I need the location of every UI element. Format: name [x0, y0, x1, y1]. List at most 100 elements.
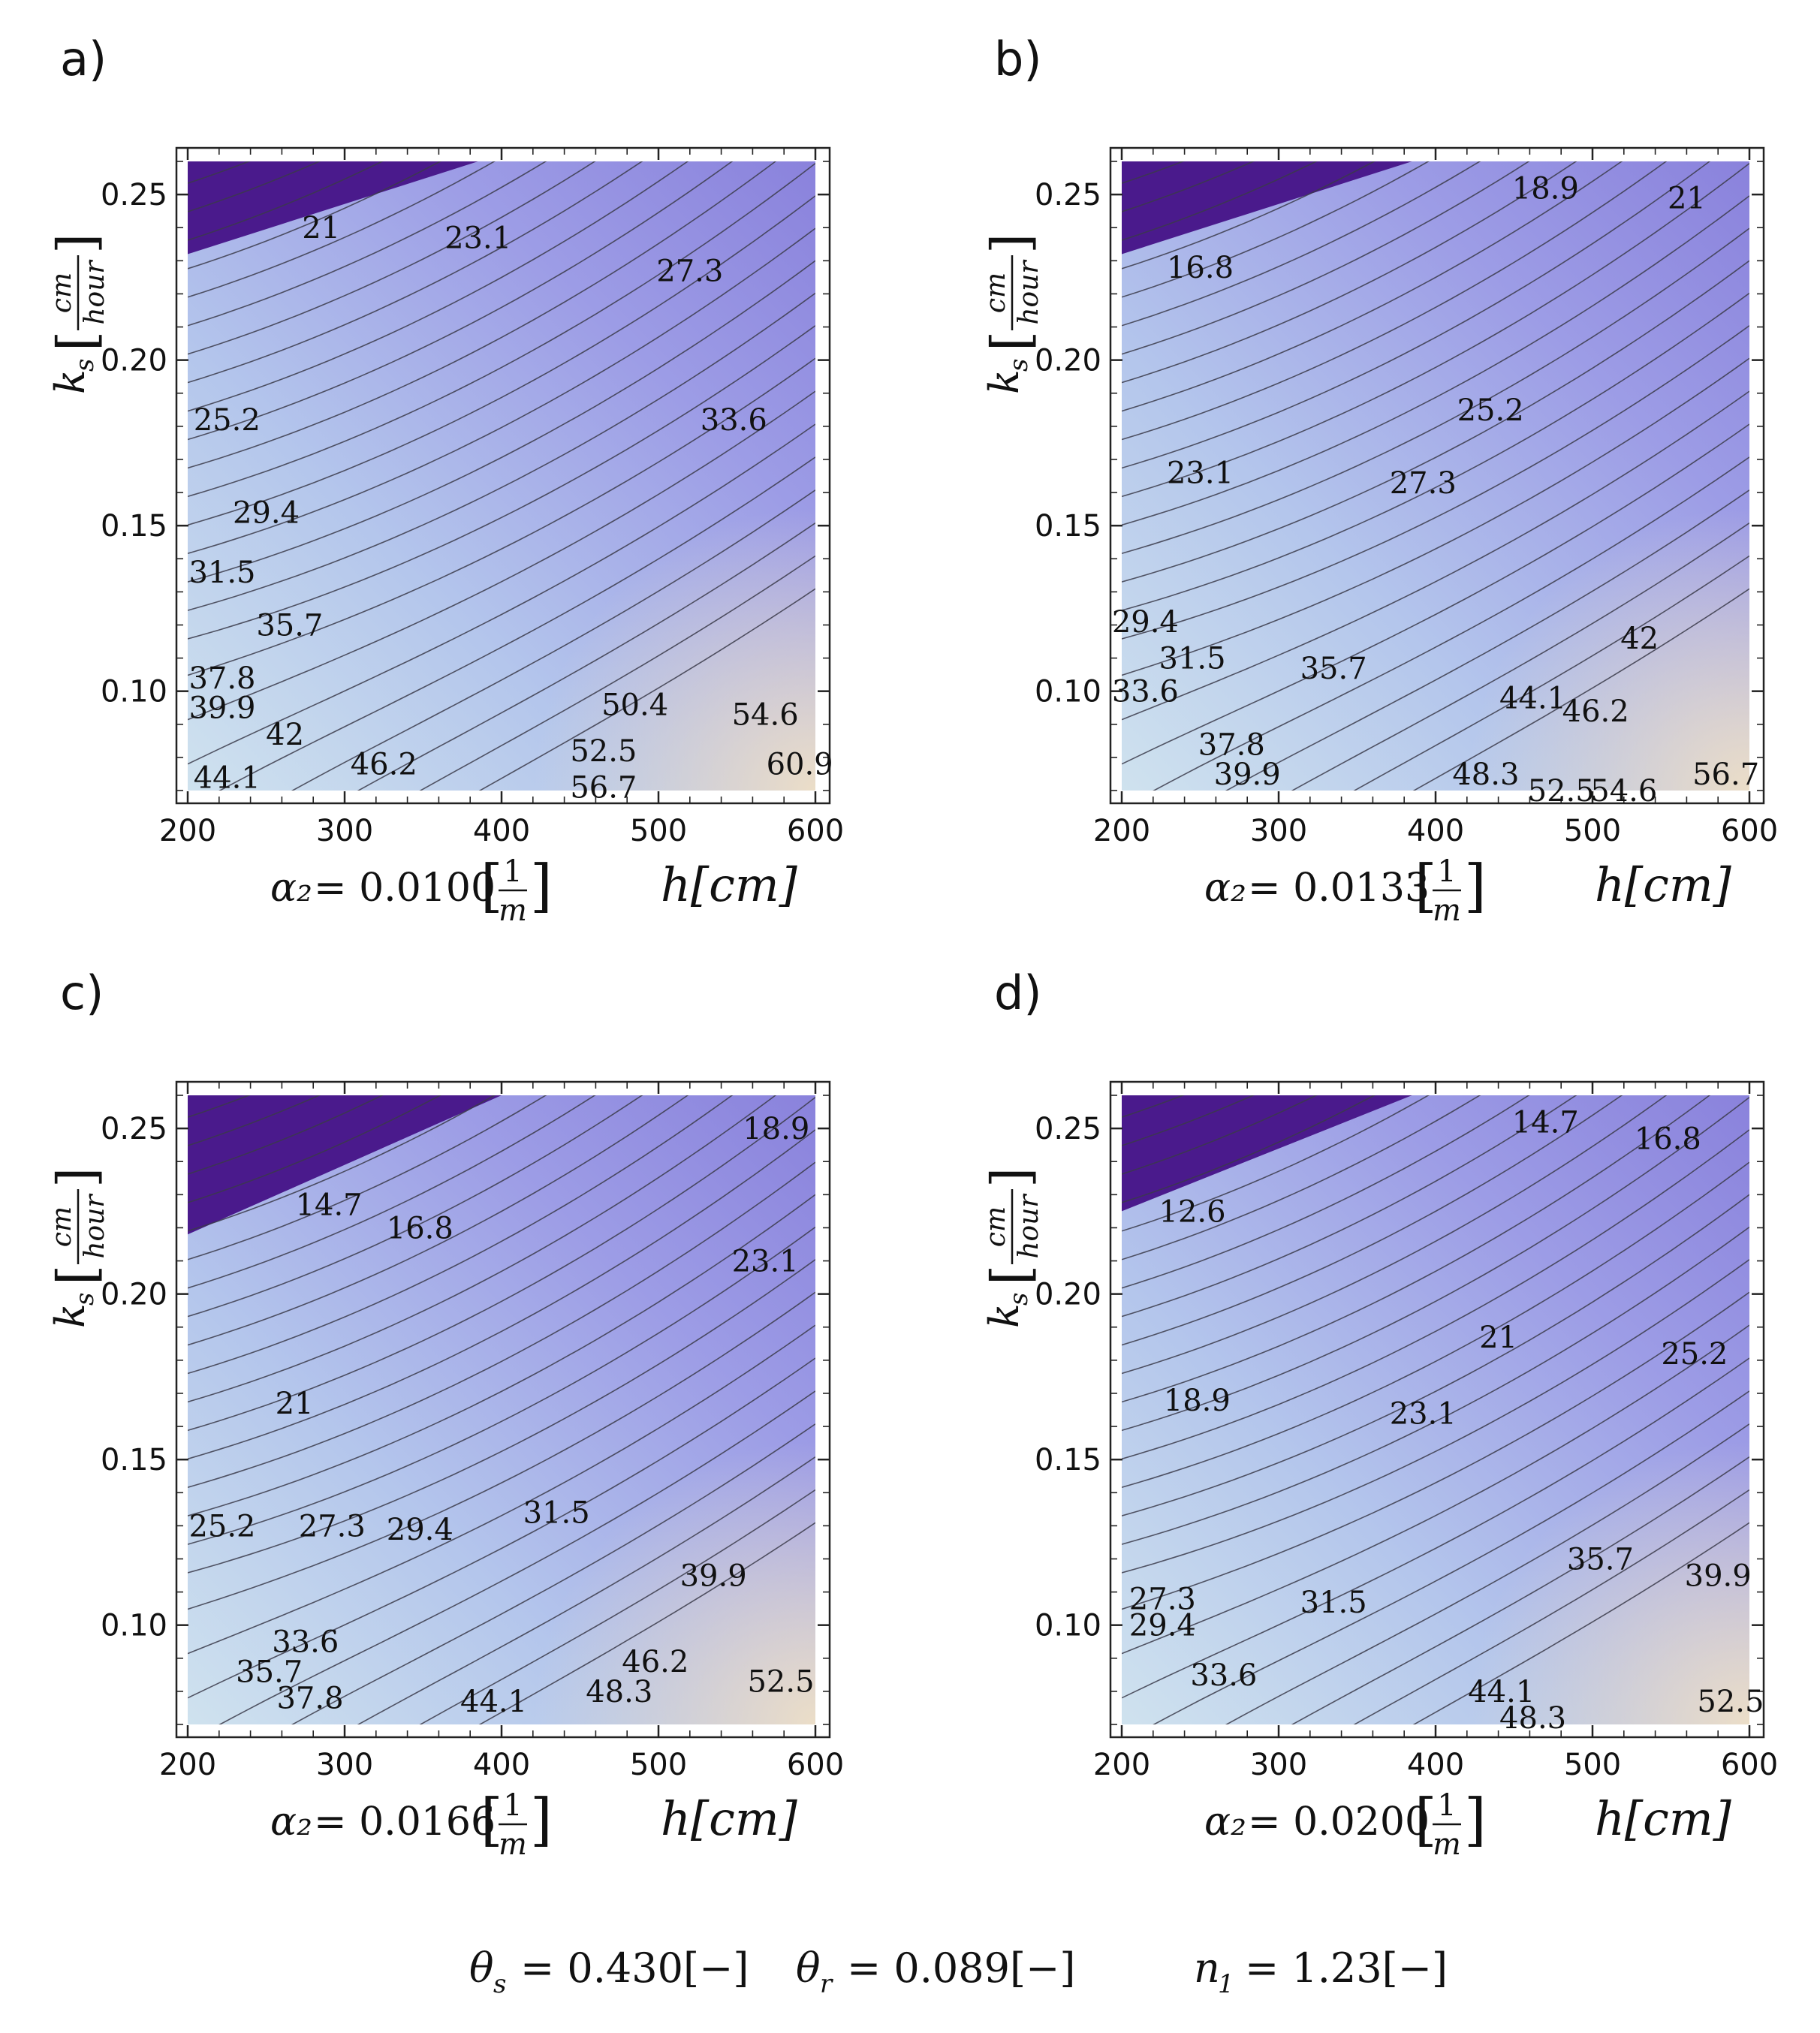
- contour-field: [188, 1095, 815, 1724]
- x-tick-label: 300: [316, 1748, 373, 1782]
- y-axis-bracket: ]: [46, 1167, 107, 1188]
- plot-frame: [175, 1080, 831, 1739]
- y-tick-label: 0.20: [1035, 1278, 1101, 1312]
- alpha-parameter-value: = 0.0200: [1248, 1800, 1430, 1845]
- x-axis-label: h[cm]: [1595, 857, 1732, 912]
- contour-line: [188, 1291, 815, 1610]
- contour-level-label: 27.3: [299, 1509, 366, 1544]
- y-axis-unit-numerator: cm: [981, 273, 1011, 313]
- contour-level-label: 35.7: [256, 608, 323, 643]
- y-axis-symbol: k: [47, 369, 94, 394]
- x-tick-label: 500: [1564, 814, 1621, 848]
- y-axis-bracket: ]: [980, 233, 1041, 254]
- contour-line: [188, 1095, 321, 1146]
- theta-s-subscript: s: [493, 1969, 506, 1999]
- contour-line: [188, 161, 321, 212]
- contour-line: [1122, 0, 1749, 155]
- alpha-parameter-symbol: α₂: [1204, 866, 1246, 911]
- contour-line: [1122, 161, 1376, 270]
- contour-line: [1122, 161, 1668, 441]
- theta-r-subscript: r: [820, 1969, 833, 1999]
- contour-level-label: 27.3: [1129, 1582, 1196, 1616]
- theta-s-symbol: θ: [469, 1944, 494, 1992]
- x-tick-label: 500: [630, 1748, 687, 1782]
- contour-level-label: 29.4: [233, 496, 300, 531]
- contour-level-label: 21: [1668, 182, 1706, 216]
- contour-level-label: 23.1: [1390, 1396, 1457, 1431]
- contour-line: [1122, 1095, 1376, 1203]
- x-tick-label: 500: [630, 814, 687, 848]
- contour-line: [188, 423, 815, 765]
- contour-level-label: 31.5: [188, 556, 255, 590]
- contour-line: [188, 161, 734, 441]
- contour-line: [1122, 1095, 1255, 1146]
- contour-level-label: 56.7: [570, 771, 637, 806]
- warm-region: [188, 1095, 815, 1724]
- alpha-unit-numerator: 1: [1437, 854, 1456, 889]
- y-axis-subscript: s: [1004, 1293, 1034, 1306]
- contour-line: [188, 161, 496, 298]
- contour-line: [188, 1324, 815, 1655]
- contour-line: [1122, 1095, 1668, 1375]
- contour-line: [1122, 1324, 1749, 1655]
- contour-line: [419, 1489, 815, 1724]
- alpha-parameter-symbol: α₂: [270, 1800, 312, 1845]
- panel-c: c) 200 300 400 500 600 0.25 0.20 0.15 0.10 18.9 14.…: [46, 965, 844, 1862]
- contour-line: [188, 1095, 441, 1203]
- contour-line: [1122, 357, 1749, 676]
- plot-frame: [1109, 146, 1765, 805]
- contour-level-label: 25.2: [1661, 1337, 1728, 1372]
- x-tick-label: 200: [1093, 1748, 1150, 1782]
- contour-line: [357, 522, 815, 791]
- y-tick-label: 0.15: [1035, 509, 1101, 544]
- contour-line: [1153, 1390, 1749, 1724]
- contour-line: [419, 555, 815, 791]
- alpha-bracket: [: [481, 1786, 503, 1853]
- x-tick-label: 400: [473, 1748, 530, 1782]
- contour-level-label: 23.1: [732, 1245, 799, 1279]
- theta-s-value: = 0.430[−]: [520, 1944, 749, 1992]
- x-tick-label: 300: [316, 814, 373, 848]
- y-axis-bracket: [: [980, 1265, 1041, 1285]
- contour-level-label: 33.6: [1190, 1658, 1257, 1693]
- contour-line: [218, 456, 815, 791]
- panel-label: d): [994, 965, 1042, 1020]
- alpha-unit-denominator: m: [1433, 1827, 1461, 1862]
- contour-line: [1122, 1357, 1749, 1699]
- y-axis-label: ks [cm hour]: [980, 233, 1044, 394]
- y-axis-unit-numerator: cm: [981, 1206, 1011, 1247]
- x-tick-label: 300: [1250, 814, 1307, 848]
- contour-line: [1122, 1095, 1318, 1175]
- n1-value: = 1.23[−]: [1245, 1944, 1448, 1992]
- contour-level-label: 52.5: [747, 1665, 814, 1700]
- y-axis-unit-denominator: hour: [80, 1194, 110, 1259]
- y-axis-subscript: s: [70, 1293, 100, 1306]
- x-tick-label: 600: [787, 1748, 844, 1782]
- y-tick-label: 0.10: [101, 1609, 167, 1643]
- x-axis-label: h[cm]: [661, 857, 798, 912]
- y-axis-bracket: ]: [980, 1167, 1041, 1188]
- contour-level-label: 25.2: [188, 1509, 255, 1544]
- contour-line: [188, 292, 815, 611]
- contour-level-label: 31.5: [523, 1496, 590, 1531]
- contour-line: [188, 161, 596, 355]
- contour-line: [1122, 1095, 1430, 1232]
- panel-b: b) 200 300 400 500 600 0.25 0.20 0.15 0.10 18.9 21 1…: [980, 0, 1778, 928]
- contour-line: [1122, 260, 1749, 583]
- contour-line: [1122, 1095, 1481, 1260]
- y-tick-label: 0.20: [1035, 344, 1101, 378]
- contour-level-label: 18.9: [743, 1112, 809, 1146]
- contour-level-label: 33.6: [701, 403, 767, 438]
- contour-line: [1122, 161, 1623, 412]
- contour-line: [1122, 1095, 1623, 1346]
- contour-level-label: 27.3: [1390, 466, 1457, 501]
- contour-line: [1122, 161, 1530, 355]
- x-tick-label: 500: [1564, 1748, 1621, 1782]
- contour-line: [1412, 1522, 1749, 1724]
- contour-line: [1353, 555, 1749, 791]
- contour-line: [1122, 161, 1318, 241]
- y-axis-bracket: [: [46, 1265, 107, 1285]
- y-axis-bracket: [: [46, 331, 107, 351]
- contour-level-label: 29.4: [1129, 1609, 1196, 1643]
